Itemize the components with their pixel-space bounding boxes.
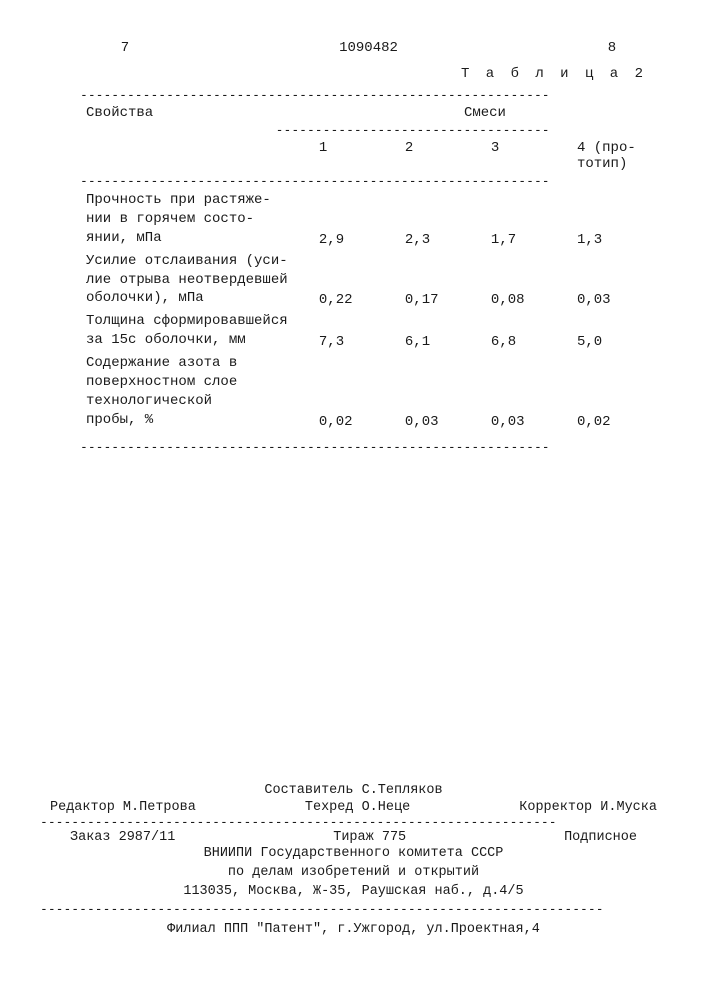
row-label: Содержание азота в поверхностном слое те… [80,352,313,432]
cell-value: 2,9 [313,189,399,250]
col-4: 4 (про- тотип) [571,138,657,174]
cell-value: 2,3 [399,189,485,250]
cell-value: 0,03 [399,352,485,432]
cell-value: 1,3 [571,189,657,250]
branch-line: Филиал ППП "Патент", г.Ужгород, ул.Проек… [40,917,667,940]
cell-value: 5,0 [571,310,657,352]
corrector: Корректор И.Муска [519,800,657,815]
cell-value: 0,03 [485,352,571,432]
page-header: 7 1090482 8 [80,40,657,56]
footer-rule-2: ----------------------------------------… [40,902,667,917]
order-row: Заказ 2987/11 Тираж 775 Подписное [40,830,667,845]
table-rule-mid2: ----------------------------------------… [80,174,657,189]
cell-value: 0,02 [571,352,657,432]
table-rule-top: ----------------------------------------… [80,88,657,103]
row-label: Толщина сформировавшейся за 15с оболочки… [80,310,313,352]
cell-value: 7,3 [313,310,399,352]
cell-value: 0,08 [485,250,571,311]
footer-rule-1: ----------------------------------------… [40,815,667,830]
table-row: Усилие отслаивания (уси- лие отрыва неот… [80,250,657,311]
compiler-line: Составитель С.Тепляков [40,782,667,801]
cell-value: 0,22 [313,250,399,311]
order-number: Заказ 2987/11 [70,830,175,845]
org-line-2: по делам изобретений и открытий [40,864,667,883]
table-row: Прочность при растяже- нии в горячем сос… [80,189,657,250]
editor: Редактор М.Петрова [50,800,196,815]
data-table: Свойства Смеси -------------------------… [80,103,657,455]
row-label: Прочность при растяже- нии в горячем сос… [80,189,313,250]
page-number-left: 7 [80,40,170,56]
page-number-right: 8 [567,40,657,56]
subscription: Подписное [564,830,637,845]
table-rule-bottom: ----------------------------------------… [80,432,657,455]
cell-value: 1,7 [485,189,571,250]
cell-value: 0,03 [571,250,657,311]
cell-value: 0,17 [399,250,485,311]
cell-value: 0,02 [313,352,399,432]
credits-row: Редактор М.Петрова Техред О.Неце Коррект… [40,800,667,815]
cell-value: 6,8 [485,310,571,352]
page-container: 7 1090482 8 Т а б л и ц а 2 ------------… [0,0,707,485]
address-line: 113035, Москва, Ж-35, Раушская наб., д.4… [40,883,667,902]
table-rule-mid1: ----------------------------------- [80,123,657,138]
table-row: Содержание азота в поверхностном слое те… [80,352,657,432]
col-2: 2 [399,138,485,174]
tirazh: Тираж 775 [333,830,406,845]
table-row: Толщина сформировавшейся за 15с оболочки… [80,310,657,352]
row-label: Усилие отслаивания (уси- лие отрыва неот… [80,250,313,311]
col-3: 3 [485,138,571,174]
cell-value: 6,1 [399,310,485,352]
document-number: 1090482 [170,40,567,56]
table-header-row-2: 1 2 3 4 (про- тотип) [80,138,657,174]
org-line-1: ВНИИПИ Государственного комитета СССР [40,845,667,864]
footer-block: Составитель С.Тепляков Редактор М.Петров… [40,782,667,940]
header-mixes: Смеси [313,103,657,123]
table-caption: Т а б л и ц а 2 [80,66,657,82]
header-props: Свойства [80,103,313,123]
techred: Техред О.Неце [305,800,410,815]
col-1: 1 [313,138,399,174]
table-header-row-1: Свойства Смеси [80,103,657,123]
